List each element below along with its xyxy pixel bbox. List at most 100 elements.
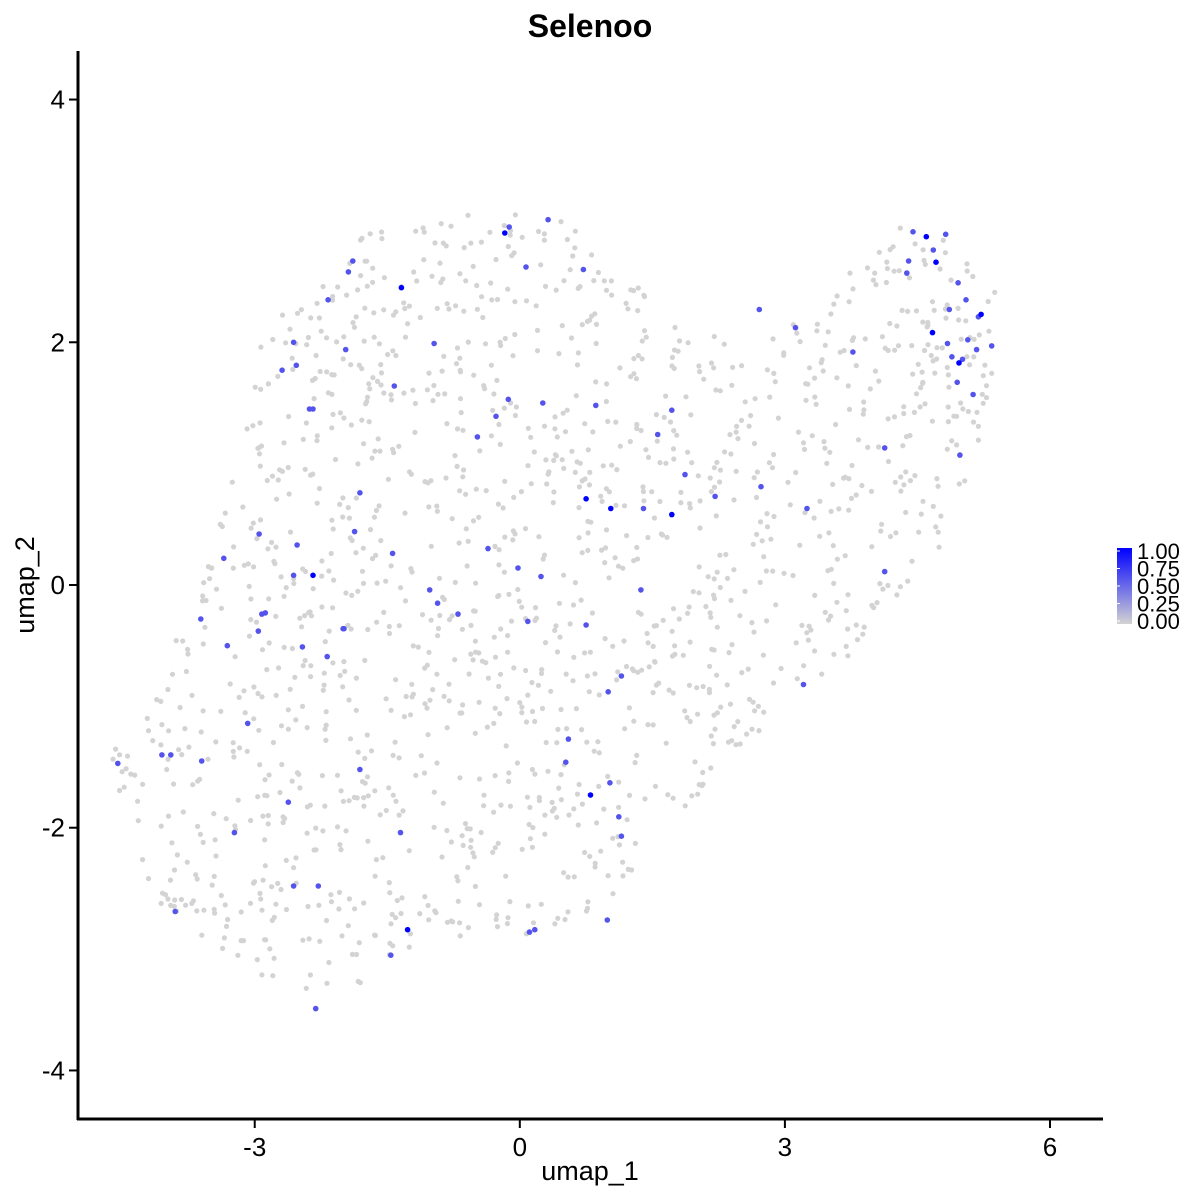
background-cell [401,390,407,396]
background-cell [205,756,211,762]
background-cell [937,266,943,272]
background-cell [544,481,550,487]
expressing-cell [669,407,675,414]
background-cell [511,494,517,500]
background-cell [508,618,515,624]
background-cell [179,752,185,758]
background-cell [265,381,271,387]
background-cell [624,533,630,539]
background-cell [714,624,720,630]
background-cell [431,824,437,830]
background-cell [801,446,808,452]
background-cell [616,842,623,848]
background-cell [801,663,807,669]
expressing-cell [545,216,551,223]
background-cell [584,905,591,912]
background-cell [373,507,379,514]
background-cell [585,899,591,905]
background-cell [564,236,571,243]
background-cell [314,438,320,444]
background-cell [577,284,583,290]
expressing-cell [404,926,411,933]
background-cell [542,283,549,289]
x-axis-label: umap_1 [541,1156,639,1186]
background-cell [321,670,327,676]
background-cell [259,647,266,653]
background-cell [577,460,583,466]
expressing-cell [532,926,538,933]
background-cell [946,384,952,390]
background-cell [279,761,285,768]
background-cell [482,341,489,347]
background-cell [671,456,677,462]
expressing-cell [638,587,644,593]
background-cell [572,580,579,586]
expressing-cell [942,231,949,238]
background-cell [631,288,637,294]
background-cell [878,528,884,534]
background-cell [383,578,389,584]
background-cell [457,367,463,373]
background-cell [497,711,503,717]
background-cell [144,715,150,722]
background-cell [353,314,359,320]
background-cell [220,945,226,952]
background-cell [709,646,715,652]
background-cell [851,335,857,341]
background-cell [940,237,946,243]
expressing-cell [669,511,675,518]
background-cell [441,353,447,359]
background-cell [317,368,323,375]
background-cell [367,527,374,533]
background-cell [749,726,755,732]
background-cell [323,737,329,744]
background-cell [775,415,782,421]
background-cell [689,793,695,799]
background-cell [592,860,598,866]
background-cell [711,465,718,471]
background-cell [359,568,366,574]
expressing-cell [565,736,572,742]
background-cell [767,394,773,400]
background-cell [305,903,311,910]
background-cell [265,812,271,819]
background-cell [564,726,570,732]
background-cell [806,365,813,371]
background-cell [575,822,581,828]
background-cell [621,503,628,509]
background-cell [665,792,671,798]
background-cell [185,651,191,657]
background-cell [861,407,867,413]
background-cell [713,513,719,519]
background-cell [559,323,565,329]
background-cell [834,556,841,562]
background-cell [305,334,311,341]
background-cell [319,573,325,579]
expressing-cell [605,689,611,695]
background-cell [357,980,363,986]
background-cell [860,411,866,417]
background-cell [218,892,224,899]
background-cell [393,798,399,804]
background-cell [730,364,736,370]
background-cell [488,362,494,368]
background-cell [666,687,672,693]
background-cell [624,817,630,823]
background-cell [551,805,557,812]
background-cell [201,580,207,586]
background-cell [653,412,660,418]
background-cell [434,760,440,766]
background-cell [344,292,350,298]
background-cell [651,515,658,521]
background-cell [341,415,347,421]
expressing-cell [583,622,589,628]
background-cell [605,773,611,780]
background-cell [836,506,842,512]
background-cell [377,812,383,818]
background-cell [794,676,800,682]
background-cell [587,317,593,323]
expressing-cell [310,406,316,412]
background-cell [525,692,531,698]
background-cell [757,519,764,525]
background-cell [218,605,224,611]
